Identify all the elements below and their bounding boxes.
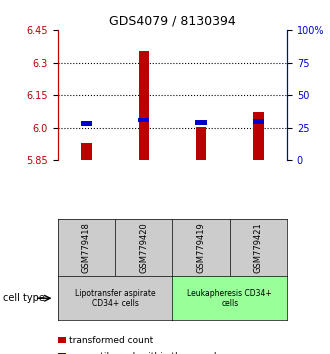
Text: cell type: cell type [3,293,45,303]
Text: GSM779418: GSM779418 [82,222,91,273]
Text: GSM779420: GSM779420 [139,222,148,273]
Bar [81,121,92,126]
Bar [138,118,149,122]
Bar [196,127,206,160]
Bar [139,51,149,160]
Bar [253,112,264,160]
Text: Leukapheresis CD34+
cells: Leukapheresis CD34+ cells [187,289,272,308]
Text: transformed count: transformed count [69,336,153,345]
Title: GDS4079 / 8130394: GDS4079 / 8130394 [109,15,236,28]
Text: GSM779421: GSM779421 [254,222,263,273]
Text: percentile rank within the sample: percentile rank within the sample [69,352,222,354]
Text: Lipotransfer aspirate
CD34+ cells: Lipotransfer aspirate CD34+ cells [75,289,155,308]
Bar [81,143,92,160]
Text: GSM779419: GSM779419 [197,222,206,273]
Bar [195,120,207,125]
Bar [253,119,264,124]
